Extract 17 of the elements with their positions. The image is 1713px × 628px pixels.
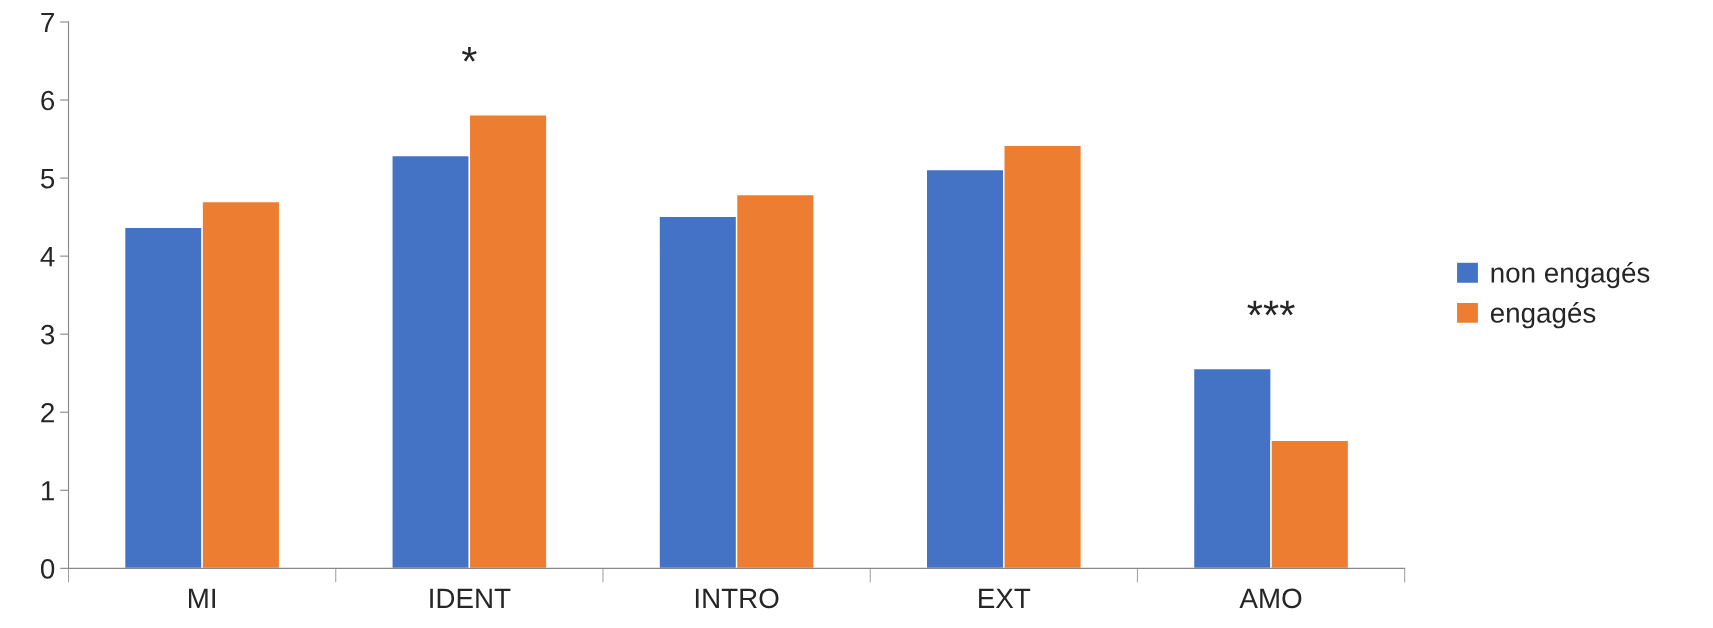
y-tick-label: 3	[40, 324, 55, 345]
y-tick-label: 4	[40, 247, 55, 267]
legend-label: engagés	[1490, 302, 1596, 329]
x-tick-label: MI	[188, 588, 215, 608]
x-tick-label: INTRO	[695, 588, 779, 609]
y-tick-label: 2	[41, 402, 54, 423]
annotation: ***	[1247, 300, 1295, 316]
x-tick-label: AMO	[1239, 588, 1302, 609]
y-tick-label: 5	[40, 169, 55, 189]
x-tick-label: IDENT	[430, 588, 511, 608]
y-tick-label: 6	[41, 90, 55, 111]
x-tick-label: EXT	[979, 588, 1031, 608]
y-tick-label: 0	[40, 559, 55, 579]
legend-label: non engagés	[1491, 262, 1650, 289]
y-tick-label: 1	[42, 481, 54, 501]
annotation: *	[461, 46, 477, 62]
y-tick-label: 7	[41, 12, 54, 33]
